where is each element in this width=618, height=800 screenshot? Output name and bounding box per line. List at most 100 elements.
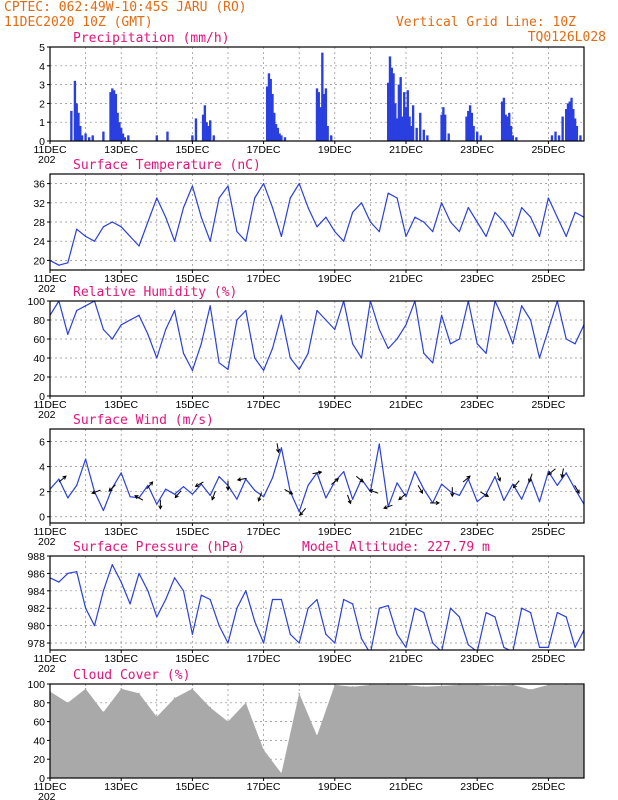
- ytick-label: 6: [39, 437, 45, 449]
- series-temp: [50, 183, 584, 266]
- precip-bar: [406, 90, 409, 141]
- point-rh: [263, 369, 265, 371]
- xtick-label: 23DEC: [460, 781, 494, 793]
- xtick-label: 15DEC: [175, 781, 209, 793]
- wind-arrow-shaft: [513, 480, 520, 488]
- point-rh: [298, 368, 300, 370]
- point-rh: [512, 343, 514, 345]
- plot-frame-cloud: [49, 683, 585, 779]
- point-wind: [405, 496, 407, 498]
- wind-arrow: [299, 507, 307, 517]
- wind-arrow: [312, 470, 323, 475]
- ytick-label: 3: [39, 80, 45, 92]
- precip-bar: [395, 118, 399, 141]
- series-precip: [70, 52, 582, 141]
- xtick-label: 13DEC: [104, 526, 138, 538]
- precip-bar: [419, 112, 422, 141]
- precip-bar: [394, 103, 397, 141]
- precip-bar: [509, 125, 513, 141]
- point-temp: [280, 235, 282, 237]
- wind-arrow-head: [419, 489, 424, 495]
- point-rh: [334, 328, 336, 331]
- ytick-label: 24: [33, 236, 45, 248]
- xtick-label: 11DEC: [33, 144, 66, 156]
- point-wind: [271, 477, 274, 479]
- wind-arrow-shaft: [195, 481, 204, 487]
- ytick-label: 1: [39, 117, 45, 129]
- point-rh: [574, 343, 576, 345]
- precip-bar: [322, 94, 326, 141]
- precip-bar: [408, 116, 411, 141]
- point-wind: [263, 496, 265, 498]
- point-rh: [227, 368, 229, 370]
- wind-arrow-shaft: [58, 475, 67, 483]
- precip-bar: [112, 90, 116, 141]
- point-wind: [449, 491, 452, 493]
- cloud-point: [423, 686, 425, 688]
- xtick-label: 13DEC: [104, 273, 138, 285]
- point-wind: [58, 478, 60, 480]
- wind-arrow: [236, 477, 247, 482]
- panel-pres: 978 980 982 984 986 988 11DEC 13DEC 15DEC 17DEC 19…: [27, 540, 585, 675]
- wind-arrow: [450, 487, 455, 498]
- ytick-label: 60: [33, 717, 45, 729]
- xtick-label: 19DEC: [318, 526, 352, 538]
- xtick-label: 17DEC: [247, 399, 281, 411]
- xtick-label: 17DEC: [247, 526, 281, 538]
- point-temp: [111, 221, 113, 223]
- precip-bar: [84, 133, 87, 141]
- wind-arrow: [417, 485, 424, 495]
- ytick-label: 0: [39, 773, 45, 785]
- wind-arrow-head: [512, 484, 517, 489]
- cloud-point: [494, 685, 496, 687]
- point-rh: [378, 328, 380, 331]
- point-temp: [485, 235, 487, 237]
- point-rh: [476, 343, 478, 345]
- precip-bar: [554, 131, 557, 141]
- point-pres: [485, 611, 487, 614]
- point-pres: [530, 611, 532, 614]
- ytick-label: 984: [27, 586, 45, 598]
- point-pres: [343, 598, 345, 601]
- precip-bar: [565, 109, 568, 141]
- precip-bar: [443, 114, 447, 141]
- point-rh: [111, 338, 113, 340]
- precip-bar: [447, 133, 450, 141]
- wind-arrow: [347, 494, 352, 505]
- wind-arrow-shaft: [276, 443, 280, 453]
- precip-bar: [566, 103, 570, 141]
- point-temp: [432, 231, 434, 233]
- point-temp: [76, 228, 78, 230]
- wind-arrow-shaft: [134, 495, 144, 501]
- point-temp: [191, 185, 193, 187]
- precip-bar: [511, 135, 514, 141]
- point-rh: [316, 309, 318, 312]
- point-wind: [352, 498, 354, 500]
- header-grid-note: Vertical Grid Line: 10Z: [396, 15, 576, 30]
- point-temp: [218, 197, 220, 199]
- wind-arrow: [58, 475, 67, 483]
- xtick-label: 13DEC: [104, 781, 138, 793]
- point-wind: [458, 494, 460, 497]
- point-temp: [102, 226, 104, 228]
- wind-arrow-head: [347, 499, 352, 505]
- cloud-area: [50, 684, 584, 778]
- xtick-label: 21DEC: [389, 273, 423, 285]
- xtick-year-label: 202: [38, 791, 56, 800]
- cloud-point: [67, 702, 69, 704]
- point-pres: [111, 564, 113, 566]
- point-rh: [441, 314, 443, 316]
- point-wind: [129, 496, 131, 498]
- point-pres: [209, 598, 211, 601]
- xtick-label: 13DEC: [104, 653, 138, 665]
- point-temp: [156, 197, 158, 199]
- wind-arrow-shaft: [211, 491, 216, 500]
- point-pres: [138, 572, 140, 575]
- panel-note-pres: Model Altitude: 227.79 m: [302, 540, 490, 555]
- point-pres: [387, 605, 389, 607]
- point-rh: [165, 328, 167, 331]
- wind-arrow: [211, 491, 216, 501]
- point-pres: [218, 625, 220, 627]
- precip-bar: [273, 112, 276, 141]
- point-pres: [85, 607, 87, 609]
